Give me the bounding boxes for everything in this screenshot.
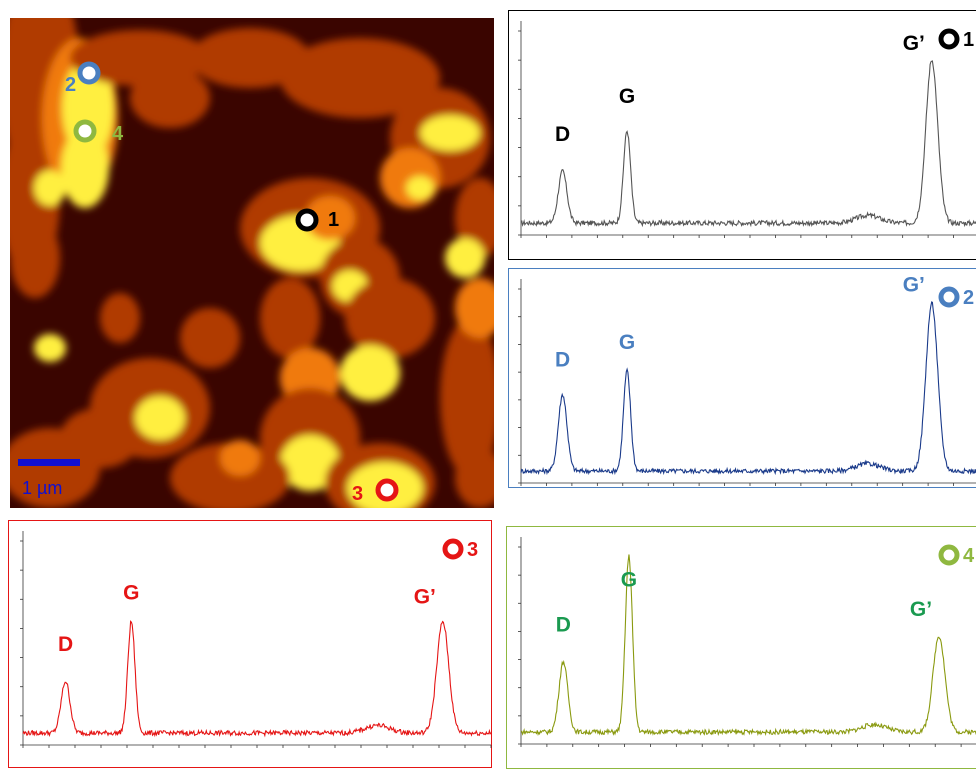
peak-label-G-prime: G’ xyxy=(414,586,436,609)
map-marker-3 xyxy=(375,478,399,502)
map-marker-label-3: 3 xyxy=(352,483,363,505)
hotspot-9 xyxy=(130,68,210,128)
hotspot-7 xyxy=(34,334,66,362)
legend-marker-label-2: 2 xyxy=(963,287,974,309)
hotspot-5 xyxy=(34,170,66,206)
spectrum-chart-1: D G G’ 1 xyxy=(518,21,976,238)
peak-label-D: D xyxy=(555,123,570,146)
map-marker-4 xyxy=(73,119,97,143)
hotspot-15 xyxy=(406,176,434,200)
scale-bar-label: 1 µm xyxy=(22,478,62,498)
hotspot-6 xyxy=(10,218,60,298)
hotspot-36 xyxy=(170,443,290,508)
peak-label-G-prime: G’ xyxy=(903,32,925,55)
peak-label-D: D xyxy=(58,633,73,656)
hotspot-13 xyxy=(420,115,480,151)
hotspot-11 xyxy=(280,38,440,118)
hotspot-24 xyxy=(340,345,400,401)
spectrum-chart-4: D G G’ 4 xyxy=(518,537,976,747)
legend-marker-1 xyxy=(938,28,960,50)
raman-intensity-map: 1 µm 1 2 3 4 xyxy=(10,18,494,508)
map-hotspots xyxy=(10,18,494,508)
hotspot-40 xyxy=(100,293,140,343)
peak-label-G-prime: G’ xyxy=(910,598,932,621)
peak-label-G: G xyxy=(123,582,139,605)
legend-marker-label-1: 1 xyxy=(963,29,974,51)
map-marker-label-2: 2 xyxy=(65,74,76,96)
spectrum-line-2 xyxy=(520,301,976,476)
spectrum-panel-4: D G G’ 4 xyxy=(506,526,976,769)
hotspot-16 xyxy=(455,178,494,258)
peak-label-G: G xyxy=(621,568,637,591)
hotspot-10 xyxy=(190,28,310,88)
hotspot-39 xyxy=(180,308,240,368)
map-marker-label-4: 4 xyxy=(112,123,124,145)
peak-label-G-prime: G’ xyxy=(903,274,925,297)
intensity-map-image: 1 µm 1 2 3 4 xyxy=(10,18,494,508)
spectrum-panel-3: D G G’ 3 xyxy=(8,520,492,768)
hotspot-41 xyxy=(445,238,485,278)
legend-marker-4 xyxy=(938,544,960,566)
hotspot-37 xyxy=(220,440,260,476)
peak-label-G: G xyxy=(619,85,635,108)
map-marker-2 xyxy=(77,61,101,85)
peak-label-D: D xyxy=(556,614,571,637)
legend-marker-label-3: 3 xyxy=(467,539,478,561)
hotspot-4 xyxy=(61,128,109,208)
hotspot-23 xyxy=(345,278,435,358)
scale-bar xyxy=(18,459,80,466)
legend-marker-label-4: 4 xyxy=(963,545,975,567)
map-markers: 1 2 3 4 xyxy=(65,61,399,505)
hotspot-14 xyxy=(380,148,440,208)
legend-marker-3 xyxy=(442,538,464,560)
hotspot-27 xyxy=(280,435,340,491)
hotspot-22 xyxy=(260,278,320,358)
spectrum-chart-3: D G G’ 3 xyxy=(20,531,492,748)
hotspot-35 xyxy=(10,428,100,508)
spectrum-line-3 xyxy=(22,620,492,738)
legend-marker-2 xyxy=(938,286,960,308)
peak-label-G: G xyxy=(619,331,635,354)
hotspot-31 xyxy=(455,278,494,338)
spectrum-panel-2: D G G’ 2 xyxy=(508,268,976,488)
spectrum-panel-1: D G G’ 1 xyxy=(508,10,976,260)
spectrum-line-1 xyxy=(520,60,976,228)
spectrum-line-4 xyxy=(520,554,976,737)
hotspot-19 xyxy=(305,196,355,240)
spectrum-chart-2: D G G’ 2 xyxy=(518,274,976,486)
hotspot-30 xyxy=(440,318,494,478)
peak-label-D: D xyxy=(555,349,570,372)
map-marker-label-1: 1 xyxy=(328,209,339,231)
hotspot-38 xyxy=(455,448,494,508)
hotspot-33 xyxy=(135,396,185,440)
map-marker-1 xyxy=(295,208,319,232)
